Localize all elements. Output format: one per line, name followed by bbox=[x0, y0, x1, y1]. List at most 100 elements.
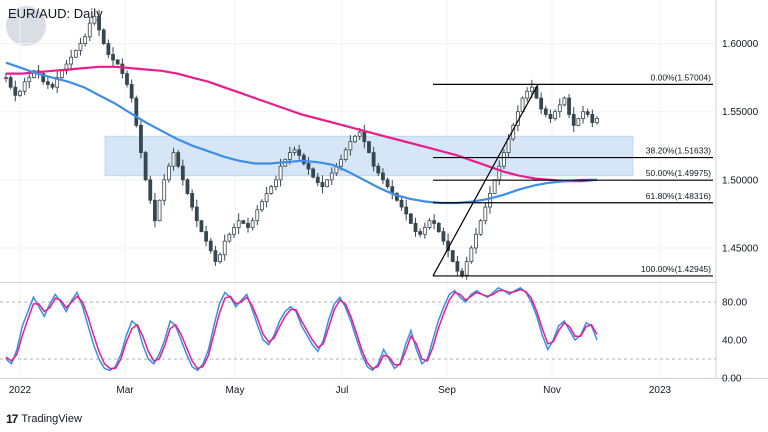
candle-body bbox=[325, 179, 329, 188]
candle-body bbox=[32, 70, 36, 79]
candle-body bbox=[464, 261, 469, 276]
x-tick-label: 2022 bbox=[9, 385, 32, 396]
candle-body bbox=[171, 152, 176, 167]
candle-body bbox=[250, 220, 255, 228]
candle-body bbox=[557, 104, 562, 113]
candle-body bbox=[287, 152, 292, 160]
candle-body bbox=[460, 270, 464, 276]
candle-body bbox=[483, 206, 488, 222]
candle-body bbox=[180, 165, 185, 181]
candle-body bbox=[432, 220, 437, 224]
candle-body bbox=[478, 220, 483, 235]
candle-body bbox=[497, 165, 502, 181]
stochastic-tick-label: 40.00 bbox=[722, 336, 747, 347]
candle-body bbox=[69, 56, 74, 65]
candle-body bbox=[64, 63, 69, 72]
candle-body bbox=[41, 73, 46, 83]
candle-body bbox=[222, 240, 227, 256]
candle-body bbox=[236, 220, 241, 228]
x-tick-label: Sep bbox=[438, 385, 456, 396]
candle-body bbox=[50, 84, 55, 88]
candle-body bbox=[311, 168, 316, 178]
candle-body bbox=[525, 90, 530, 99]
candle-body bbox=[115, 59, 120, 65]
candle-body bbox=[106, 43, 111, 55]
candle-body bbox=[376, 165, 381, 174]
candle-body bbox=[469, 247, 474, 262]
candle-body bbox=[581, 111, 585, 119]
candle-body bbox=[422, 227, 427, 235]
candle-body bbox=[260, 201, 264, 211]
candle-body bbox=[357, 131, 362, 137]
fibonacci-level-label: 0.00%(1.57004) bbox=[651, 72, 712, 82]
fibonacci-level-label: 38.20%(1.51633) bbox=[646, 146, 711, 156]
candle-body bbox=[73, 50, 78, 58]
candle-body bbox=[315, 176, 320, 183]
x-tick-label: Jul bbox=[336, 385, 349, 396]
tradingview-brand-label: TradingView bbox=[21, 413, 82, 425]
fibonacci-trend-line bbox=[432, 84, 539, 277]
candle-body bbox=[22, 81, 27, 92]
candle-body bbox=[474, 233, 478, 249]
candle-body bbox=[111, 54, 115, 61]
candle-body bbox=[292, 149, 297, 153]
candle-body bbox=[153, 199, 157, 222]
fibonacci-level-label: 50.00%(1.49975) bbox=[646, 168, 711, 178]
candle-body bbox=[488, 193, 492, 208]
stochastic-k-line bbox=[5, 286, 598, 372]
candle-body bbox=[274, 179, 278, 188]
candle-body bbox=[97, 15, 101, 31]
candle-body bbox=[213, 250, 218, 262]
x-tick-label: May bbox=[226, 385, 245, 396]
stochastic-tick-label: 0.00 bbox=[722, 374, 742, 385]
candle-body bbox=[381, 172, 385, 181]
tradingview-brand[interactable]: 17 TradingView bbox=[6, 412, 82, 426]
candle-body bbox=[590, 114, 595, 124]
candle-body bbox=[595, 118, 599, 124]
candle-body bbox=[529, 86, 534, 92]
candle-body bbox=[399, 199, 404, 208]
candle-body bbox=[385, 179, 390, 188]
candle-body bbox=[576, 118, 581, 126]
x-tick-label: Mar bbox=[116, 385, 134, 396]
candle-body bbox=[166, 165, 171, 181]
candle-body bbox=[241, 220, 246, 224]
candle-body bbox=[329, 172, 334, 181]
candle-body bbox=[264, 193, 269, 203]
candle-body bbox=[450, 250, 455, 262]
candle-body bbox=[148, 179, 153, 201]
candle-body bbox=[418, 231, 423, 235]
candle-body bbox=[176, 152, 181, 167]
candle-body bbox=[413, 223, 418, 232]
stochastic-tick-label: 80.00 bbox=[722, 298, 747, 309]
candle-body bbox=[83, 36, 88, 44]
candle-body bbox=[129, 84, 134, 99]
candle-body bbox=[157, 199, 162, 222]
candle-body bbox=[367, 141, 371, 153]
candle-body bbox=[162, 179, 167, 201]
candle-body bbox=[502, 152, 506, 167]
candle-body bbox=[18, 90, 22, 96]
publisher-logo-watermark bbox=[6, 6, 46, 46]
candle-body bbox=[143, 152, 148, 181]
candle-body bbox=[301, 154, 306, 164]
candle-body bbox=[199, 220, 204, 232]
candle-body bbox=[92, 15, 97, 24]
candle-body bbox=[585, 111, 590, 115]
candle-body bbox=[562, 97, 567, 106]
candle-body bbox=[269, 186, 274, 194]
candle-body bbox=[87, 22, 92, 38]
candle-body bbox=[571, 114, 576, 126]
candle-body bbox=[190, 193, 195, 208]
candle-body bbox=[371, 152, 376, 167]
candle-body bbox=[353, 135, 357, 143]
candle-body bbox=[185, 179, 190, 194]
candle-body bbox=[306, 163, 311, 170]
candle-body bbox=[278, 165, 283, 181]
y-tick-label: 1.60000 bbox=[722, 39, 759, 50]
candle-body bbox=[539, 97, 544, 110]
candle-body bbox=[427, 220, 432, 228]
candle-body bbox=[320, 182, 325, 188]
y-tick-label: 1.45000 bbox=[722, 243, 759, 254]
